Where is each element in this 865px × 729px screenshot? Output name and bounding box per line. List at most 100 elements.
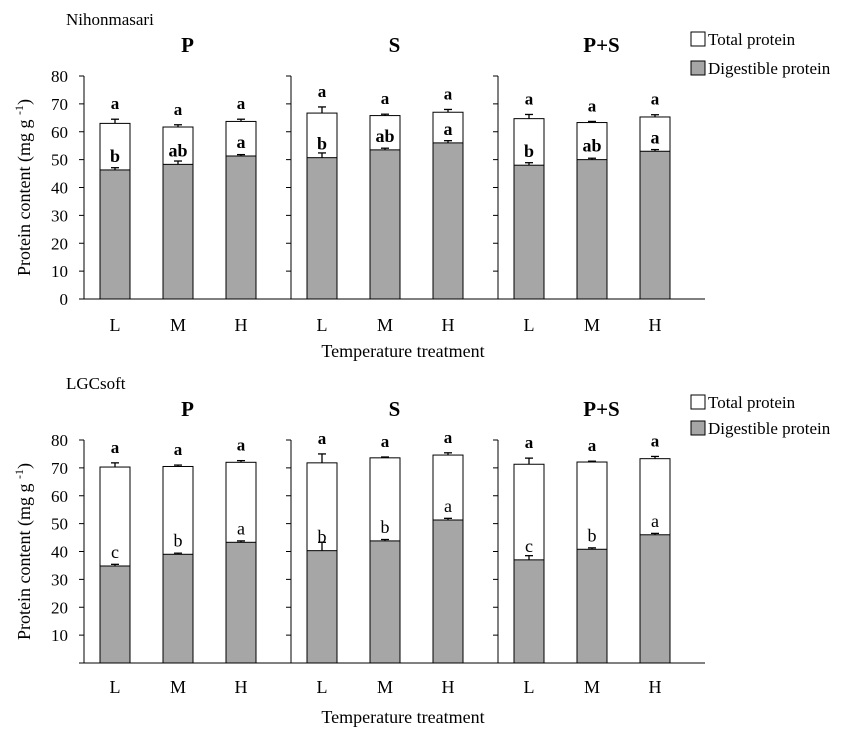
significance-label-digestible: c <box>525 536 533 556</box>
bar-digestible <box>225 155 257 300</box>
legend-swatch-total <box>690 31 706 47</box>
y-tick-label: 40 <box>51 179 68 198</box>
panel-title: S <box>389 33 401 57</box>
bar-group-h: aaH <box>639 431 671 697</box>
bar-group-h: aaH <box>432 84 464 335</box>
bar-group-m: a ab M <box>369 89 401 335</box>
x-tick-label: L <box>317 677 328 697</box>
x-tick-label: L <box>524 315 535 335</box>
x-tick-label: M <box>170 677 186 697</box>
legend-label-digestible: Digestible protein <box>708 59 831 78</box>
bar-group-l: a b L <box>306 429 338 697</box>
y-tick-label: 30 <box>51 570 68 589</box>
legend: Total protein Digestible protein <box>690 393 831 438</box>
x-tick-label: M <box>584 315 600 335</box>
bar-group-h: a a H <box>432 428 464 697</box>
significance-label-digestible: b <box>174 530 183 550</box>
panel-title: P+S <box>583 33 619 57</box>
significance-label-digestible: b <box>588 525 597 545</box>
significance-label-digestible: a <box>444 496 452 516</box>
x-tick-label: H <box>442 315 455 335</box>
bar-digestible <box>306 550 338 664</box>
significance-label-digestible: b <box>524 141 534 161</box>
significance-label-digestible: b <box>381 517 390 537</box>
x-tick-label: M <box>377 315 393 335</box>
significance-label-digestible: ab <box>582 136 601 156</box>
x-axis-title: Temperature treatment <box>321 707 484 727</box>
x-tick-label: H <box>649 677 662 697</box>
bar-digestible <box>369 149 401 300</box>
significance-label-total: a <box>525 89 534 108</box>
x-tick-label: M <box>170 315 186 335</box>
significance-label-total: a <box>237 94 246 113</box>
bar-group-m: a b M <box>369 432 401 697</box>
bar-digestible <box>639 150 671 300</box>
x-tick-label: M <box>377 677 393 697</box>
legend-swatch-digestible <box>690 60 706 76</box>
bar-group-m: a ab M <box>576 96 608 335</box>
significance-label-total: a <box>174 440 183 459</box>
bar-digestible <box>306 157 338 300</box>
x-tick-label: M <box>584 677 600 697</box>
significance-label-total: a <box>588 436 597 455</box>
y-tick-label: 80 <box>51 431 68 450</box>
significance-label-digestible: a <box>651 127 660 147</box>
x-tick-label: H <box>235 315 248 335</box>
legend: Total protein Digestible protein <box>690 30 831 78</box>
y-axis-title: Protein content (mg g -1) <box>12 463 35 640</box>
bar-digestible <box>99 565 131 664</box>
bar-group-l: a c L <box>99 438 131 697</box>
y-tick-label: 10 <box>51 262 68 281</box>
legend-swatch-total <box>690 394 706 410</box>
y-tick-label: 20 <box>51 598 68 617</box>
significance-label-total: a <box>651 90 660 109</box>
significance-label-total: a <box>588 96 597 115</box>
y-tick-label: 70 <box>51 459 68 478</box>
significance-label-total: a <box>525 433 534 452</box>
panel-ppluss: P+S a c La b Ma a H <box>493 397 671 697</box>
x-tick-label: L <box>317 315 328 335</box>
panel-title: P+S <box>583 397 619 421</box>
legend-label-total: Total protein <box>708 393 796 412</box>
y-tick-label: 50 <box>51 515 68 534</box>
significance-label-digestible: a <box>237 518 245 538</box>
x-tick-label: L <box>110 677 121 697</box>
bar-group-m: a b M <box>576 436 608 697</box>
x-tick-label: H <box>442 677 455 697</box>
bar-digestible <box>513 559 545 664</box>
significance-label-total: a <box>174 100 183 119</box>
y-tick-label: 0 <box>60 290 69 309</box>
bar-digestible <box>639 534 671 664</box>
significance-label-total: a <box>444 428 453 447</box>
cultivar-label: Nihonmasari <box>66 10 154 29</box>
y-tick-label: 20 <box>51 234 68 253</box>
bar-group-h: aaH <box>639 90 671 335</box>
panel-title: S <box>389 397 401 421</box>
legend-label-digestible: Digestible protein <box>708 419 831 438</box>
bar-group-l: a c L <box>513 433 545 697</box>
bar-group-l: a b L <box>99 94 131 335</box>
bar-digestible <box>432 519 464 664</box>
bar-digestible <box>162 553 194 664</box>
y-tick-label: 70 <box>51 95 68 114</box>
bar-digestible <box>576 159 608 300</box>
y-tick-label: 60 <box>51 123 68 142</box>
panel-s: Sa b La b Ma a H <box>286 397 464 697</box>
bar-digestible <box>432 142 464 300</box>
significance-label-digestible: c <box>111 542 119 562</box>
x-tick-label: H <box>235 677 248 697</box>
significance-label-total: a <box>318 82 327 101</box>
significance-label-total: a <box>381 432 390 451</box>
bar-digestible <box>369 540 401 664</box>
bar-group-l: a b L <box>513 89 545 335</box>
cultivar-label: LGCsoft <box>66 374 126 393</box>
bar-group-h: aa H <box>225 94 257 335</box>
bar-group-m: a ab M <box>162 100 194 335</box>
significance-label-digestible: a <box>444 119 453 139</box>
y-tick-label: 40 <box>51 543 68 562</box>
legend-swatch-digestible <box>690 420 706 436</box>
chart-nihonmasari: Nihonmasari Protein content (mg g -1) Temp… <box>12 10 831 361</box>
significance-label-digestible: b <box>318 527 327 547</box>
significance-label-digestible: a <box>237 132 246 152</box>
